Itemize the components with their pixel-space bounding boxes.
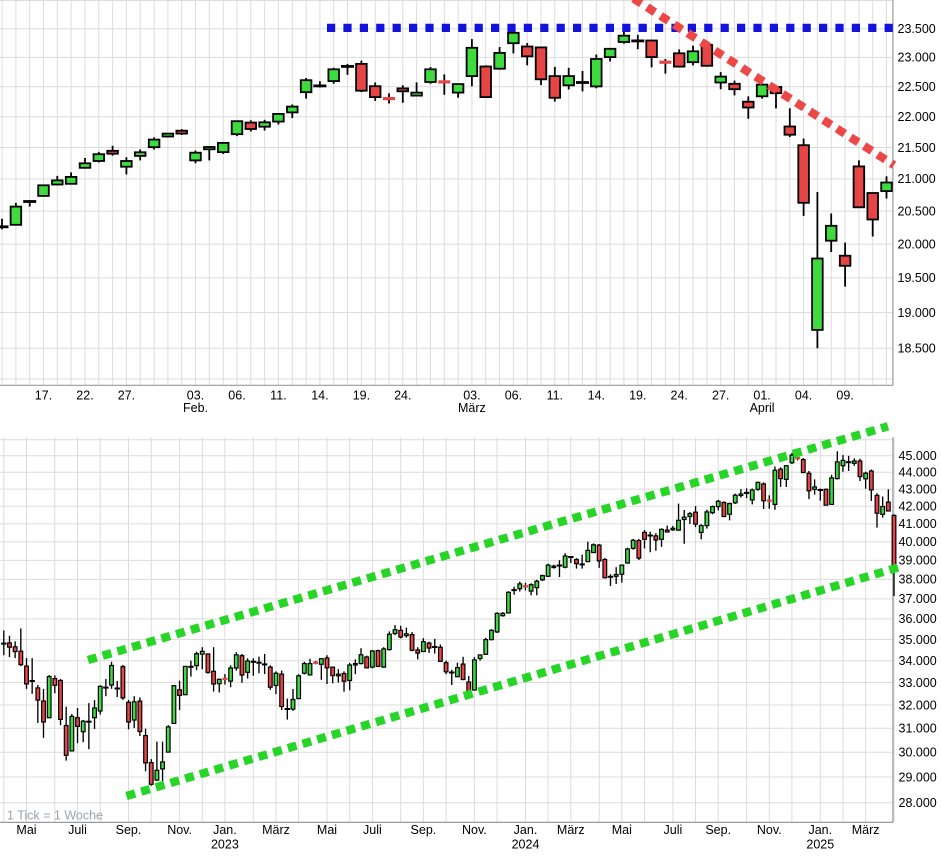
svg-text:Jan.: Jan. bbox=[213, 823, 237, 837]
svg-text:43.000: 43.000 bbox=[899, 482, 937, 496]
svg-text:19.: 19. bbox=[629, 389, 646, 403]
svg-text:22.500: 22.500 bbox=[898, 80, 936, 94]
svg-text:Jan.: Jan. bbox=[514, 823, 538, 837]
svg-text:19.500: 19.500 bbox=[898, 271, 936, 285]
svg-text:24.: 24. bbox=[671, 389, 688, 403]
svg-text:1 Tick = 1 Woche: 1 Tick = 1 Woche bbox=[7, 809, 103, 823]
svg-text:42.000: 42.000 bbox=[899, 500, 937, 514]
svg-text:22.: 22. bbox=[76, 389, 93, 403]
svg-text:Juli: Juli bbox=[363, 823, 382, 837]
svg-text:Sep.: Sep. bbox=[705, 823, 731, 837]
svg-text:40.000: 40.000 bbox=[899, 535, 937, 549]
svg-text:19.000: 19.000 bbox=[898, 306, 936, 320]
svg-text:29.000: 29.000 bbox=[899, 770, 937, 784]
svg-text:Nov.: Nov. bbox=[757, 823, 782, 837]
svg-text:Feb.: Feb. bbox=[183, 401, 208, 415]
svg-text:März: März bbox=[262, 823, 290, 837]
svg-text:Juli: Juli bbox=[664, 823, 683, 837]
svg-text:27.: 27. bbox=[712, 389, 729, 403]
svg-text:21.500: 21.500 bbox=[898, 141, 936, 155]
svg-text:36.000: 36.000 bbox=[899, 612, 937, 626]
svg-text:14.: 14. bbox=[311, 389, 328, 403]
svg-text:Mai: Mai bbox=[16, 823, 36, 837]
svg-text:23.500: 23.500 bbox=[898, 22, 936, 36]
svg-text:19.: 19. bbox=[353, 389, 370, 403]
svg-text:32.000: 32.000 bbox=[899, 698, 937, 712]
svg-text:März: März bbox=[852, 823, 880, 837]
svg-text:44.000: 44.000 bbox=[899, 466, 937, 480]
svg-text:39.000: 39.000 bbox=[899, 554, 937, 568]
svg-text:03.: 03. bbox=[187, 389, 204, 403]
svg-text:27.: 27. bbox=[118, 389, 135, 403]
svg-text:11.: 11. bbox=[270, 389, 286, 403]
svg-text:41.000: 41.000 bbox=[899, 517, 937, 531]
svg-text:Jan.: Jan. bbox=[808, 823, 832, 837]
svg-text:22.000: 22.000 bbox=[898, 110, 936, 124]
svg-text:01.: 01. bbox=[753, 389, 770, 403]
svg-text:23.000: 23.000 bbox=[898, 51, 936, 65]
svg-text:03.: 03. bbox=[463, 389, 480, 403]
svg-text:06.: 06. bbox=[228, 389, 245, 403]
svg-text:38.000: 38.000 bbox=[899, 573, 937, 587]
svg-text:Nov.: Nov. bbox=[462, 823, 487, 837]
svg-text:06.: 06. bbox=[505, 389, 522, 403]
svg-text:März: März bbox=[458, 401, 486, 415]
svg-text:18.500: 18.500 bbox=[898, 342, 936, 356]
svg-text:Mai: Mai bbox=[317, 823, 337, 837]
svg-text:45.000: 45.000 bbox=[899, 449, 937, 463]
svg-text:20.000: 20.000 bbox=[898, 237, 936, 251]
svg-text:37.000: 37.000 bbox=[899, 592, 937, 606]
svg-text:Sep.: Sep. bbox=[116, 823, 142, 837]
svg-text:Nov.: Nov. bbox=[167, 823, 192, 837]
svg-text:24.: 24. bbox=[394, 389, 411, 403]
svg-text:09.: 09. bbox=[836, 389, 853, 403]
svg-text:28.000: 28.000 bbox=[899, 796, 937, 810]
svg-text:14.: 14. bbox=[588, 389, 605, 403]
svg-text:März: März bbox=[557, 823, 585, 837]
svg-text:2024: 2024 bbox=[512, 838, 540, 852]
svg-text:2025: 2025 bbox=[806, 838, 834, 852]
svg-text:2023: 2023 bbox=[211, 838, 239, 852]
svg-text:04.: 04. bbox=[795, 389, 812, 403]
svg-text:30.000: 30.000 bbox=[899, 746, 937, 760]
svg-text:Juli: Juli bbox=[68, 823, 87, 837]
svg-text:Sep.: Sep. bbox=[411, 823, 437, 837]
svg-text:11.: 11. bbox=[547, 389, 563, 403]
svg-text:April: April bbox=[750, 401, 775, 415]
svg-text:20.500: 20.500 bbox=[898, 204, 936, 218]
svg-text:17.: 17. bbox=[35, 389, 52, 403]
svg-text:31.000: 31.000 bbox=[899, 722, 937, 736]
svg-text:35.000: 35.000 bbox=[899, 633, 937, 647]
svg-text:21.000: 21.000 bbox=[898, 172, 936, 186]
svg-text:34.000: 34.000 bbox=[899, 654, 937, 668]
svg-text:Mai: Mai bbox=[612, 823, 632, 837]
svg-text:33.000: 33.000 bbox=[899, 676, 937, 690]
